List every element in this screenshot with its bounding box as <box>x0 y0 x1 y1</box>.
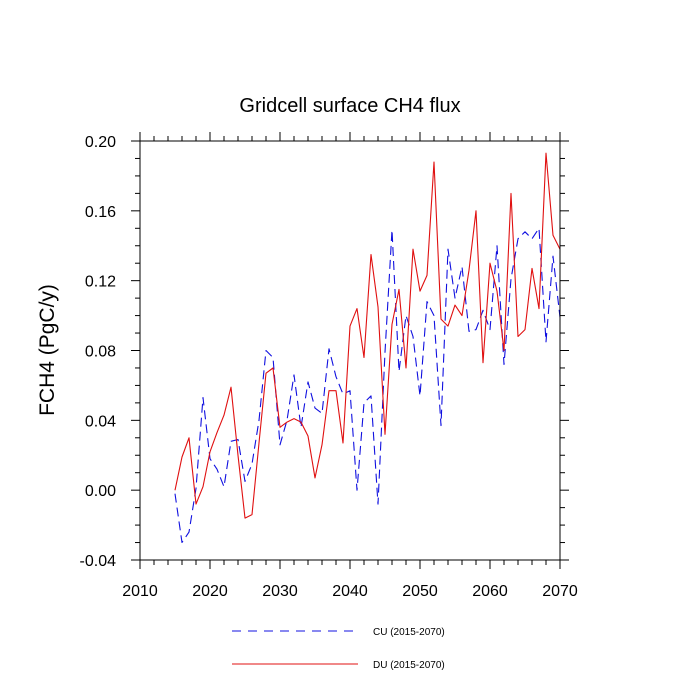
x-tick-label: 2010 <box>122 583 158 600</box>
axes-ticks <box>131 132 569 569</box>
legend-label-du: DU (2015-2070) <box>373 660 445 671</box>
series-line-du <box>174 152 561 519</box>
y-tick-label: 0.12 <box>85 274 116 291</box>
y-tick-label: 0.16 <box>85 204 116 221</box>
x-tick-label: 2050 <box>402 583 438 600</box>
y-axis-label: FCH4 (PgC/y) <box>36 284 59 416</box>
x-tick-label: 2040 <box>332 583 368 600</box>
legend: CU (2015-2070) DU (2015-2070) <box>232 627 445 671</box>
x-tick-label: 2060 <box>472 583 508 600</box>
x-tick-label: 2030 <box>262 583 298 600</box>
y-tick-label: 0.00 <box>85 483 116 500</box>
plot-frame <box>139 140 561 561</box>
y-tick-label: 0.04 <box>85 413 116 430</box>
x-tick-label: 2020 <box>192 583 228 600</box>
y-tick-label: -0.04 <box>80 553 117 570</box>
y-tick-label: 0.08 <box>85 344 116 361</box>
y-tick-label: 0.20 <box>85 134 116 151</box>
series-line-cu <box>174 227 561 544</box>
chart-title: Gridcell surface CH4 flux <box>239 95 460 117</box>
legend-label-cu: CU (2015-2070) <box>373 627 445 638</box>
series-lines <box>174 152 561 544</box>
tick-labels: 2010 2020 2030 2040 2050 2060 2070 -0.04 0.00 0.0… <box>80 134 578 600</box>
x-tick-label: 2070 <box>542 583 578 600</box>
